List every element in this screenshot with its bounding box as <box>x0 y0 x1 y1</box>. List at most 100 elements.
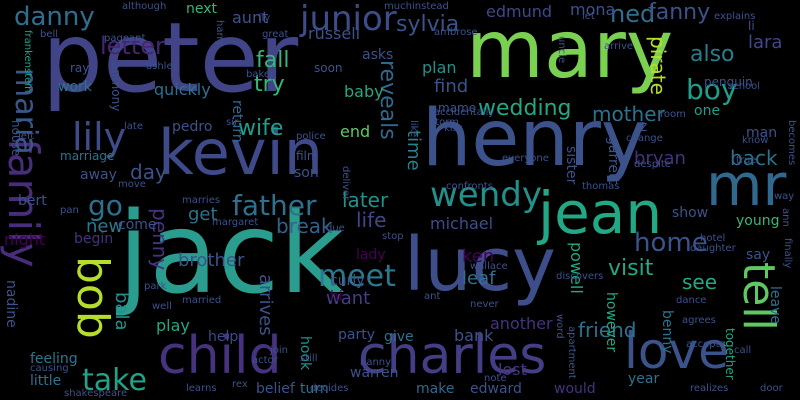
word-dance: dance <box>676 295 707 306</box>
word-show: show <box>672 205 709 221</box>
word-go: go <box>88 189 123 222</box>
word-school: school <box>728 81 761 92</box>
word-also: also <box>690 42 735 67</box>
word-way: way <box>774 191 795 202</box>
word-letter: letter <box>100 32 165 60</box>
word-daughter: daughter <box>690 243 736 254</box>
word-father: father <box>232 189 317 222</box>
word-door: door <box>760 383 783 394</box>
word-warren: warren <box>350 365 399 381</box>
word-although: although <box>122 1 167 12</box>
word-another: another <box>490 314 553 333</box>
word-quickly: quickly <box>154 80 211 99</box>
word-bell: bell <box>40 29 59 40</box>
word-make: make <box>416 381 455 397</box>
word-play: play <box>156 316 190 335</box>
word-russell: russell <box>308 24 361 43</box>
word-give: give <box>384 329 414 345</box>
word-let: let <box>582 11 595 22</box>
word-marriage: marriage <box>60 149 115 163</box>
word-asks: asks <box>362 47 394 63</box>
word-sister: sister <box>563 146 579 185</box>
word-z: z <box>640 119 648 135</box>
word-new: new <box>86 216 124 237</box>
word-arrive: arrive <box>604 41 634 52</box>
word-well: well <box>152 301 172 312</box>
word-mr: mr <box>706 151 787 219</box>
word-note: note <box>484 373 507 384</box>
word-harry: harry <box>214 20 225 47</box>
word-lady: lady <box>356 247 386 263</box>
word-ant: ant <box>424 291 441 302</box>
word-peter: peter <box>42 2 299 114</box>
word-actor: actor <box>252 355 278 366</box>
word-true: true <box>736 155 757 166</box>
word-home: home <box>634 228 708 258</box>
word-wallace: wallace <box>470 261 508 272</box>
word-bert: bert <box>18 193 47 209</box>
word-night: night <box>4 230 46 249</box>
word-everyone: everyone <box>502 153 549 164</box>
word-lost: lost <box>498 360 527 379</box>
word-belief: belief <box>256 381 295 397</box>
word-leave: leave <box>767 286 783 324</box>
word-film: film <box>296 149 319 163</box>
word-uncle: uncle <box>556 36 567 64</box>
word-lily: lily <box>72 115 127 159</box>
word-ken: ken <box>462 246 495 267</box>
word-plan: plan <box>422 58 457 77</box>
word-still: still <box>300 353 318 364</box>
word-party: party <box>338 327 375 343</box>
word-powell: powell <box>567 242 586 294</box>
word-mother: mother <box>592 102 665 126</box>
word-causing: causing <box>30 363 69 374</box>
word-meet: meet <box>318 259 396 294</box>
word-move: move <box>118 179 146 190</box>
word-rex: rex <box>232 379 248 390</box>
word-garrett: garrett <box>605 136 621 185</box>
word-like: like <box>408 120 419 138</box>
word-benny: benny <box>659 310 675 354</box>
word-agrees: agrees <box>682 315 716 326</box>
word-bryan: bryan <box>634 148 686 169</box>
word-next: next <box>186 1 218 17</box>
word-find: find <box>434 76 469 97</box>
word-shakespeare: shakespeare <box>64 388 128 399</box>
word-frankenstein: frankenstein <box>22 30 33 93</box>
word-arrives: arrives <box>255 274 276 336</box>
word-ray: ray <box>70 61 90 75</box>
word-turn: turn <box>300 381 329 397</box>
word-pan: pan <box>60 205 79 216</box>
word-edward: edward <box>470 381 522 397</box>
word-call: call <box>734 345 752 356</box>
word-nadine: nadine <box>3 280 19 328</box>
word-fall: fall <box>256 48 290 73</box>
word-sylvia: sylvia <box>396 12 460 37</box>
word-lara: lara <box>748 32 783 53</box>
word-baker: baker <box>246 69 275 80</box>
word-kevin: kevin <box>158 116 324 189</box>
word-year: year <box>628 371 660 387</box>
word-brother: brother <box>178 250 245 271</box>
word-jack: jack <box>118 189 345 319</box>
word-work: work <box>58 79 92 95</box>
word-decides: decides <box>310 383 349 394</box>
word-junior: junior <box>300 0 397 39</box>
word-instead: instead <box>412 1 449 12</box>
word-nanny: nanny <box>360 357 392 368</box>
word-day: day <box>130 160 167 184</box>
word-thomas: thomas <box>582 181 620 192</box>
word-son: son <box>294 165 319 181</box>
word-come: come <box>118 217 157 233</box>
word-learns: learns <box>186 383 217 394</box>
word-sir: sir <box>226 117 239 128</box>
word-married: married <box>182 295 222 306</box>
word-know: know <box>742 135 769 146</box>
word-get: get <box>188 204 218 225</box>
word-join: join <box>270 345 289 356</box>
word-love: love <box>624 322 729 380</box>
word-change: change <box>626 133 663 144</box>
word-henry: henry <box>422 94 648 184</box>
word-ambrose: ambrose <box>434 27 478 38</box>
